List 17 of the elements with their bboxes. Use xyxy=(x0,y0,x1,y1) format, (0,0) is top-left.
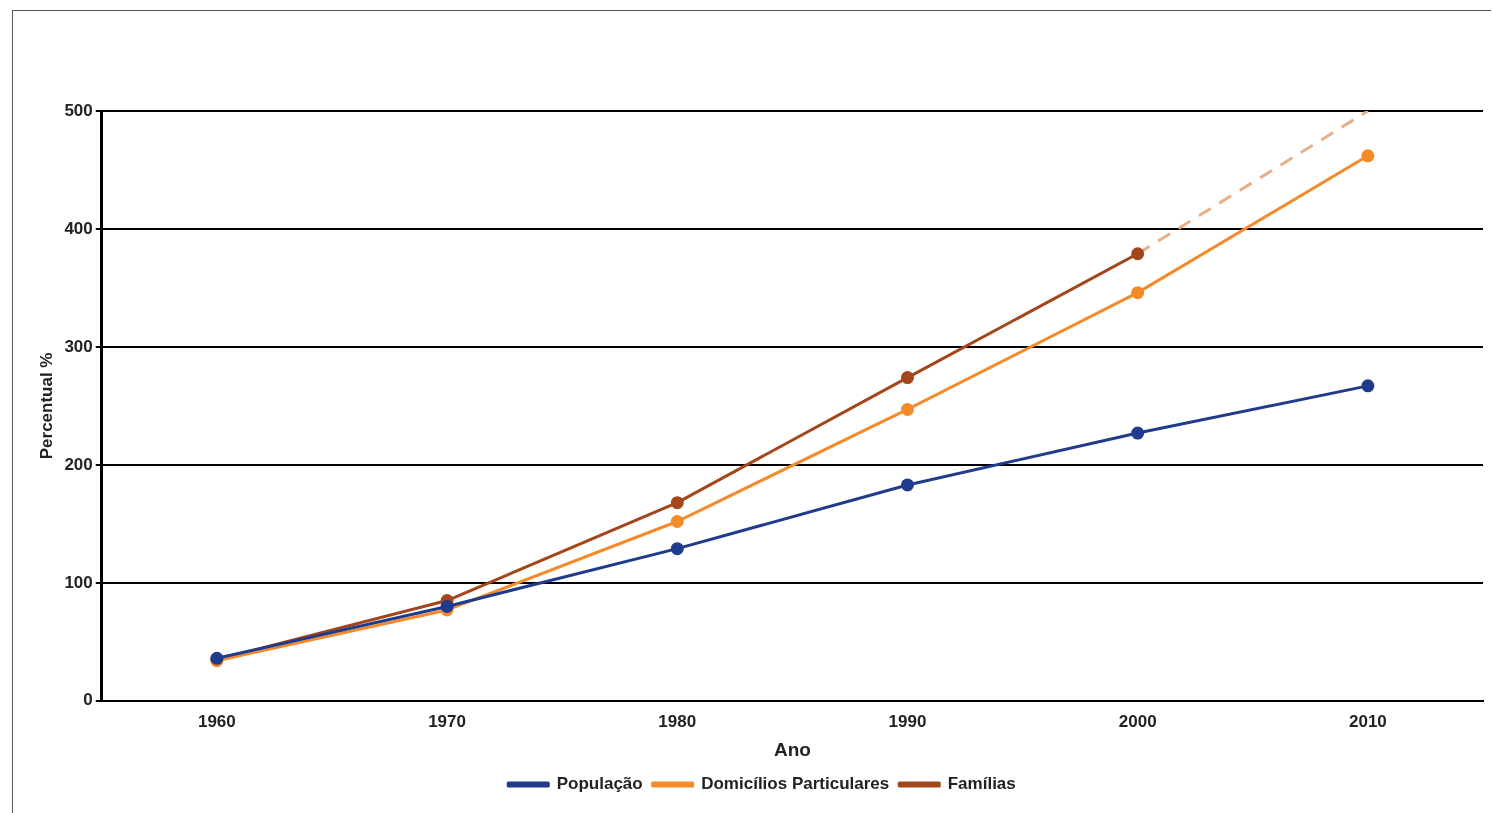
x-tick-label: 1980 xyxy=(658,711,697,731)
x-tick-label: 2010 xyxy=(1348,711,1387,731)
y-tick-label: 300 xyxy=(64,336,93,356)
legend-label: Famílias xyxy=(947,774,1016,794)
y-tick-label: 200 xyxy=(64,454,93,474)
y-tick-label: 100 xyxy=(64,572,93,592)
x-tick-label: 1960 xyxy=(197,711,236,731)
y-axis-title: Percentual % xyxy=(36,352,56,460)
x-axis-title: Ano xyxy=(773,738,811,760)
y-tick-label: 400 xyxy=(64,218,93,238)
legend-label: População xyxy=(556,774,643,794)
legend-label: Domicílios Particulares xyxy=(701,774,890,794)
x-tick-label: 1970 xyxy=(428,711,466,731)
x-tick-label: 1990 xyxy=(888,711,927,731)
y-tick-label: 0 xyxy=(83,690,93,710)
x-tick-label: 2000 xyxy=(1118,711,1157,731)
y-tick-label: 500 xyxy=(64,100,93,120)
